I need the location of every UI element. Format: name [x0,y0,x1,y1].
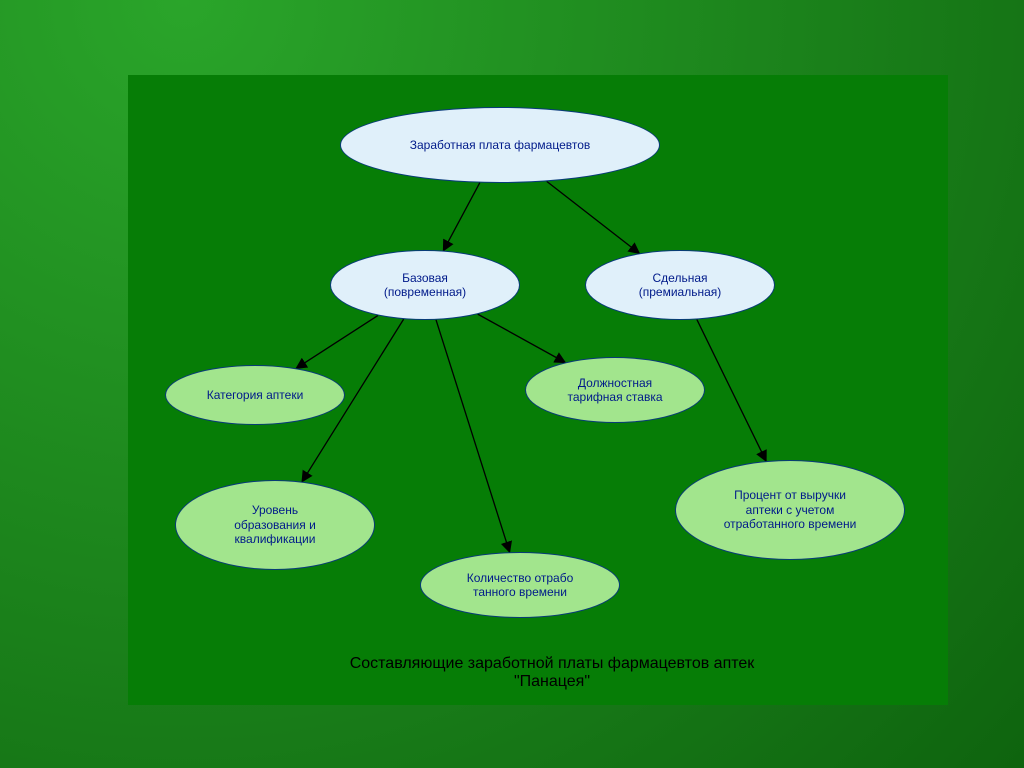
diagram-stage: Составляющие заработной платы фармацевто… [0,0,1024,768]
node-tariff: Должностная тарифная ставка [525,357,705,423]
node-base: Базовая (повременная) [330,250,520,320]
node-percent: Процент от выручки аптеки с учетом отраб… [675,460,905,560]
node-cat: Категория аптеки [165,365,345,425]
diagram-caption: Составляющие заработной платы фармацевто… [252,655,852,691]
node-hours: Количество отрабо танного времени [420,552,620,618]
node-root: Заработная плата фармацевтов [340,107,660,183]
node-edu: Уровень образования и квалификации [175,480,375,570]
node-piece: Сдельная (премиальная) [585,250,775,320]
